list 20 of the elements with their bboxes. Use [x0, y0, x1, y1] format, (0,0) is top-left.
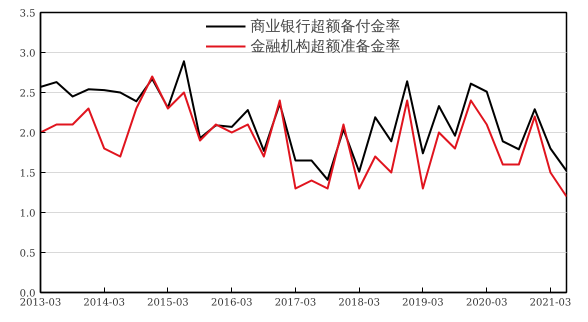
y-tick-label: 2.5	[20, 88, 36, 100]
y-tick-label: 0.5	[20, 248, 36, 260]
y-tick-label: 1.5	[20, 168, 36, 180]
x-tick-label: 2013-03	[20, 298, 62, 308]
x-tick-label: 2016-03	[210, 298, 253, 308]
line-series	[40, 76, 566, 198]
x-tick-label: 2015-03	[147, 298, 189, 308]
x-tick-label: 2014-03	[83, 298, 125, 308]
x-tick-label: 2020-03	[466, 298, 508, 308]
x-tick-label: 2017-03	[274, 298, 316, 308]
y-tick-label: 3.0	[20, 48, 36, 60]
y-tick-label: 0.0	[20, 288, 36, 300]
y-tick-label: 3.5	[20, 8, 36, 20]
x-tick-label: 2018-03	[338, 298, 380, 308]
x-tick-label: 2021-03	[530, 298, 572, 308]
x-tick-label: 2019-03	[402, 298, 444, 308]
y-tick-label: 2.0	[20, 128, 36, 140]
legend-label: 金融机构超额准备金率	[250, 36, 400, 56]
y-tick-label: 1.0	[20, 208, 36, 220]
legend-label: 商业银行超额备付金率	[250, 16, 400, 36]
